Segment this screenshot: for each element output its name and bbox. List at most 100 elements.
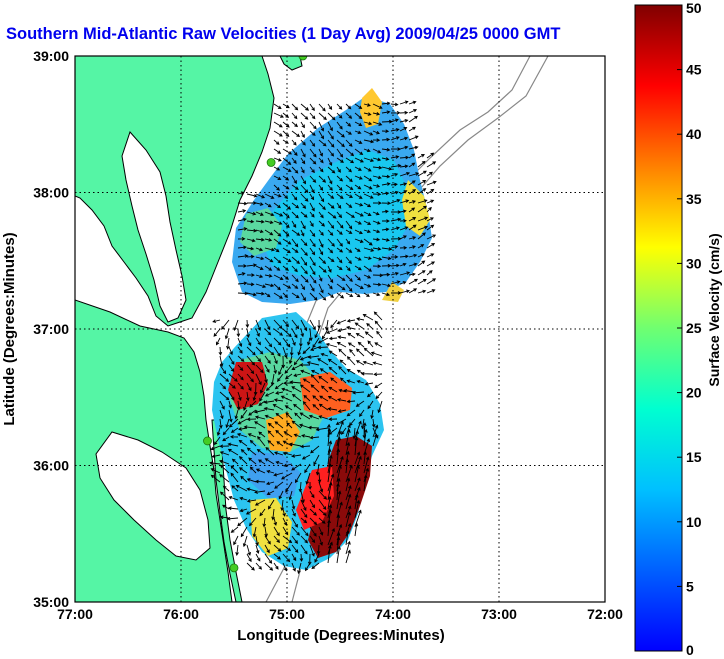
velocity-arrow bbox=[227, 442, 239, 447]
velocity-arrow bbox=[237, 254, 249, 258]
velocity-arrow bbox=[346, 409, 356, 417]
velocity-arrow bbox=[291, 364, 302, 370]
velocity-arrow bbox=[328, 366, 338, 375]
velocity-arrow bbox=[345, 112, 353, 119]
velocity-arrow bbox=[327, 175, 333, 185]
velocity-arrow bbox=[354, 292, 361, 298]
velocity-arrow bbox=[309, 435, 320, 440]
velocity-arrow bbox=[354, 166, 362, 171]
velocity-arrow bbox=[299, 355, 311, 361]
velocity-arrow bbox=[340, 427, 347, 435]
velocity-arrow bbox=[363, 247, 375, 252]
velocity-arrow bbox=[291, 508, 296, 517]
velocity-arrow bbox=[336, 490, 342, 510]
velocity-arrow bbox=[370, 351, 383, 357]
velocity-arrow bbox=[293, 373, 302, 378]
velocity-arrow bbox=[363, 428, 368, 447]
velocity-arrow bbox=[327, 193, 335, 199]
velocity-arrow bbox=[300, 369, 311, 375]
velocity-arrow bbox=[354, 130, 362, 135]
velocity-arrow bbox=[417, 205, 427, 213]
velocity-arrow bbox=[328, 417, 338, 422]
velocity-arrow bbox=[336, 184, 343, 191]
velocity-arrow bbox=[417, 278, 427, 285]
colorbar-tick-label: 0 bbox=[686, 642, 694, 658]
velocity-arrow bbox=[318, 166, 324, 173]
velocity-arrow bbox=[210, 468, 221, 474]
velocity-arrow bbox=[273, 283, 281, 291]
velocity-arrow bbox=[273, 526, 280, 537]
velocity-arrow bbox=[282, 440, 293, 447]
velocity-arrow bbox=[316, 544, 321, 555]
velocity-arrow bbox=[300, 130, 305, 139]
velocity-arrow bbox=[354, 451, 361, 465]
velocity-arrow bbox=[273, 202, 281, 209]
velocity-arrow bbox=[390, 118, 399, 123]
velocity-arrow bbox=[376, 330, 383, 339]
velocity-arrow bbox=[354, 202, 364, 207]
velocity-arrow bbox=[310, 445, 320, 454]
velocity-arrow bbox=[301, 454, 311, 460]
velocity-arrow bbox=[338, 365, 347, 375]
velocity-arrow bbox=[276, 441, 284, 447]
velocity-arrow bbox=[318, 256, 327, 265]
velocity-arrow bbox=[275, 412, 284, 420]
velocity-arrow bbox=[228, 355, 235, 365]
velocity-arrow bbox=[318, 238, 324, 248]
y-tick-label: 35:00 bbox=[33, 594, 69, 610]
velocity-arrow bbox=[312, 337, 320, 349]
velocity-arrow bbox=[291, 283, 299, 289]
velocity-arrow bbox=[219, 391, 230, 401]
velocity-arrow bbox=[291, 130, 301, 138]
velocity-arrow bbox=[320, 352, 329, 357]
velocity-arrow bbox=[336, 545, 341, 564]
velocity-arrow bbox=[399, 271, 411, 276]
velocity-arrow bbox=[274, 421, 284, 429]
velocity-arrow bbox=[265, 446, 275, 456]
velocity-arrow bbox=[237, 281, 248, 286]
velocity-arrow bbox=[300, 490, 305, 504]
velocity-arrow bbox=[222, 485, 230, 492]
velocity-arrow bbox=[417, 253, 425, 258]
velocity-arrow bbox=[233, 535, 239, 546]
velocity-arrow bbox=[291, 292, 300, 299]
velocity-arrow bbox=[372, 361, 383, 366]
x-tick-label: 77:00 bbox=[57, 606, 93, 622]
velocity-arrow bbox=[338, 348, 347, 357]
velocity-arrow bbox=[291, 184, 299, 190]
velocity-arrow bbox=[219, 459, 230, 465]
velocity-arrow bbox=[345, 274, 353, 282]
velocity-arrow bbox=[345, 458, 350, 474]
velocity-arrow bbox=[255, 553, 261, 562]
velocity-arrow bbox=[226, 516, 239, 521]
velocity-arrow bbox=[345, 540, 351, 555]
velocity-arrow bbox=[399, 199, 410, 204]
velocity-arrow bbox=[319, 368, 329, 375]
velocity-arrow bbox=[300, 265, 308, 275]
velocity-arrow bbox=[363, 193, 374, 199]
velocity-arrow bbox=[327, 202, 335, 209]
velocity-arrow bbox=[297, 346, 302, 356]
velocity-arrow bbox=[300, 526, 309, 537]
velocity-arrow bbox=[399, 145, 409, 150]
velocity-arrow bbox=[354, 274, 361, 281]
velocity-arrow bbox=[417, 199, 428, 204]
velocity-arrow bbox=[247, 433, 257, 438]
velocity-arrow bbox=[336, 229, 343, 235]
velocity-arrow bbox=[224, 328, 230, 340]
velocity-arrow bbox=[255, 535, 259, 547]
velocity-arrow bbox=[399, 110, 409, 115]
velocity-arrow bbox=[327, 184, 333, 191]
velocity-arrow bbox=[317, 319, 321, 330]
velocity-arrow bbox=[417, 216, 429, 222]
velocity-arrow bbox=[248, 409, 257, 416]
velocity-arrow bbox=[318, 184, 324, 191]
velocity-arrow bbox=[390, 182, 398, 187]
velocity-arrow bbox=[240, 448, 248, 456]
velocity-arrow bbox=[382, 219, 390, 223]
velocity-arrow bbox=[408, 126, 416, 132]
velocity-arrow bbox=[372, 292, 381, 297]
velocity-arrow bbox=[264, 337, 273, 348]
colorbar-tick-label: 15 bbox=[686, 449, 702, 465]
velocity-arrow bbox=[246, 282, 255, 287]
